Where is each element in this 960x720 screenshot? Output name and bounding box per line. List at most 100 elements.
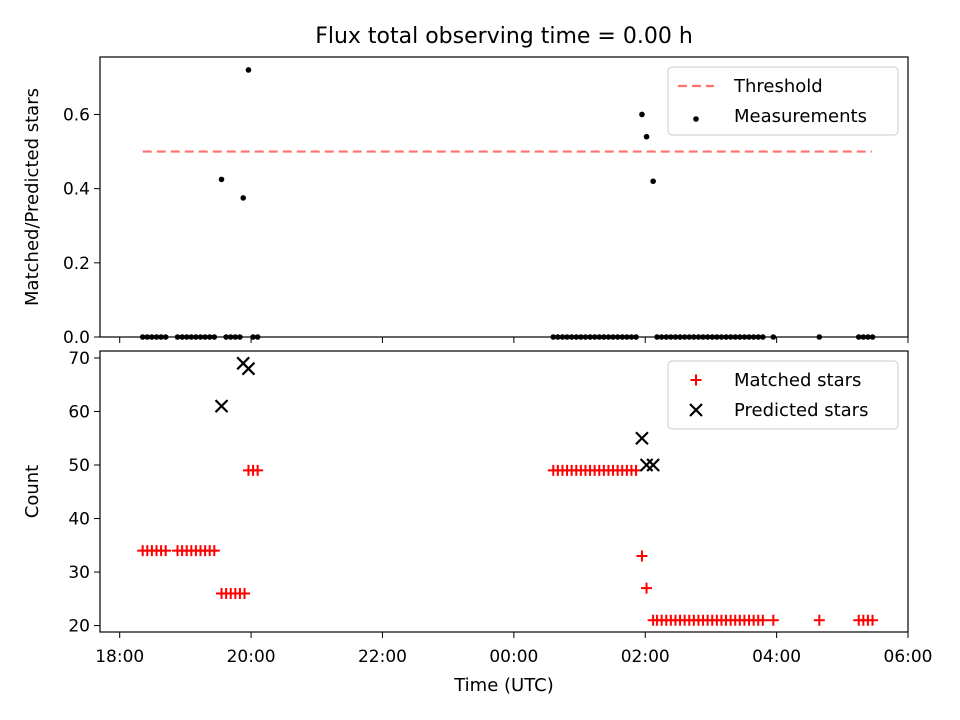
legend-label: Threshold	[733, 76, 823, 97]
measurement-point	[628, 334, 635, 340]
measurement-point	[677, 334, 683, 340]
predicted-mark-b	[635, 431, 649, 446]
measurement-point	[668, 334, 674, 340]
top-y-axis-label: Matched/Predicted stars	[22, 88, 43, 306]
measurement-point	[139, 334, 146, 340]
measurement-point	[746, 334, 752, 340]
measurement-point	[197, 334, 204, 340]
measurement-point	[654, 334, 660, 340]
matched-star-point	[757, 614, 769, 626]
measurement-point	[158, 334, 164, 340]
x-tick-label: 04:00	[752, 647, 801, 667]
measurement-point	[179, 334, 185, 340]
measurement-point	[658, 334, 665, 340]
matched-star-point	[767, 614, 779, 626]
measurement-point	[183, 334, 190, 340]
predicted-mark-b	[646, 458, 660, 472]
top-legend: Threshold Measurements	[667, 66, 899, 136]
measurement-point	[573, 334, 580, 340]
predicted-star-point	[214, 399, 229, 413]
matched-star-point	[252, 464, 264, 476]
measurement-point	[601, 334, 607, 340]
bottom-panel: 20 30 40 50 60 70 18:00 20:00 22:00 00:00 02:00 04:…	[22, 349, 933, 667]
measurement-point	[750, 334, 757, 340]
legend-label: Matched stars	[734, 370, 861, 391]
measurement-point	[193, 334, 199, 340]
chart-title: Flux total observing time = 0.00 h	[315, 24, 693, 49]
predicted-star-point	[635, 431, 649, 446]
x-tick-label: 20:00	[227, 647, 276, 667]
measurement-point	[232, 334, 239, 340]
measurement-point	[587, 334, 593, 340]
bottom-y-axis-label: Count	[22, 465, 43, 518]
top-legend-box	[667, 66, 899, 136]
measurement-point	[741, 334, 748, 340]
top-y-tick-label: 0.0	[63, 328, 90, 348]
matched-star-point	[813, 614, 825, 626]
measurement-point	[643, 133, 650, 140]
measurement-point	[227, 334, 234, 340]
measurement-point	[869, 334, 876, 340]
top-y-tick-label: 0.4	[63, 180, 90, 200]
predicted-mark-b	[241, 361, 256, 376]
measurement-point	[568, 334, 575, 340]
measurement-point	[760, 334, 766, 340]
legend-label: Predicted stars	[734, 400, 868, 421]
measurement-point	[254, 334, 261, 340]
bottom-legend-box	[667, 360, 899, 430]
bottom-y-tick-label: 50	[68, 456, 90, 476]
measurement-point	[718, 334, 725, 340]
measurement-point	[672, 334, 679, 340]
bottom-y-tick-label: 20	[68, 617, 90, 637]
measurement-point	[596, 334, 603, 340]
measurement-point	[559, 334, 566, 340]
measurement-point	[619, 334, 626, 340]
measurement-point	[704, 334, 711, 340]
x-tick-label: 00:00	[489, 647, 538, 667]
measurement-point	[737, 334, 743, 340]
measurement-point	[714, 334, 720, 340]
measurement-point	[555, 334, 561, 340]
measurement-point	[245, 67, 252, 73]
measurement-point	[639, 111, 645, 118]
top-panel: 0.0 0.2 0.4 0.6 Matched/Predicted stars Thres…	[22, 56, 909, 348]
x-axis-label: Time (UTC)	[453, 675, 554, 696]
predicted-star-point	[639, 458, 654, 472]
measurement-point	[723, 334, 729, 340]
measurement-point	[223, 334, 229, 340]
measurement-point	[144, 334, 151, 340]
x-tick-label: 06:00	[884, 647, 933, 667]
measurement-point	[202, 334, 208, 340]
measurement-point	[695, 334, 702, 340]
measurement-point	[550, 334, 557, 340]
measurement-point	[770, 334, 777, 340]
measurement-point	[691, 334, 697, 340]
measurement-point	[700, 334, 706, 340]
measurement-point	[709, 334, 716, 340]
measurement-point	[582, 334, 589, 340]
measurement-point	[650, 178, 656, 185]
measurement-point	[681, 334, 688, 340]
measurement-point	[218, 176, 225, 183]
measurement-point	[591, 334, 598, 340]
measurement-point	[564, 334, 570, 340]
bottom-y-tick-label: 70	[68, 349, 90, 369]
top-y-tick-label: 0.2	[63, 254, 90, 274]
measurement-point	[860, 334, 867, 340]
legend-predicted-swatch-b	[689, 403, 703, 417]
matched-star-point	[208, 545, 220, 557]
measurement-point	[162, 334, 169, 340]
measurement-point	[816, 334, 823, 340]
predicted-mark-b	[214, 399, 229, 413]
predicted-star-point	[241, 361, 256, 376]
measurement-point	[211, 334, 218, 340]
measurement-point	[188, 334, 195, 340]
top-axes-frame	[99, 56, 909, 338]
bottom-y-tick-label: 40	[68, 510, 90, 530]
measurement-point	[250, 334, 256, 340]
x-tick-label: 02:00	[621, 647, 670, 667]
legend-label: Measurements	[734, 106, 867, 127]
x-tick-label: 22:00	[358, 647, 407, 667]
measurement-point	[605, 334, 612, 340]
